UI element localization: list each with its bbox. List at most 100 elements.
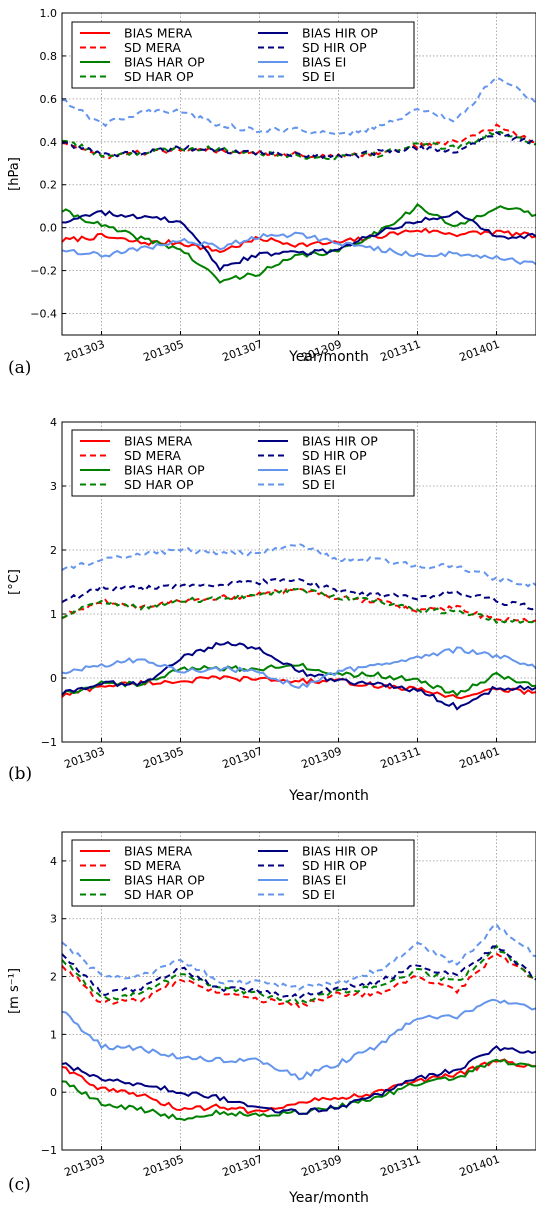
y-tick-label: −0.4 [30,308,57,321]
y-tick-label: 4 [50,855,57,868]
series-line-sd-ei [61,542,536,588]
legend-entry: BIAS MERA [124,26,193,41]
legend-entry: BIAS HAR OP [124,55,205,70]
series-line-sd-ei [61,76,536,136]
axes-frame [61,831,536,1151]
y-tick-label: 0.6 [40,93,58,106]
axes-frame [61,12,536,336]
y-tick-label: 0 [50,672,57,685]
x-tick-label: 201311 [379,745,423,772]
x-tick-label: 201307 [221,1153,265,1180]
y-tick-label: 0.0 [40,222,58,235]
y-tick-label: 0.4 [40,136,58,149]
legend-entry: BIAS HAR OP [124,873,205,888]
series-line-bias-mera [61,1058,536,1115]
x-tick-label: 201305 [142,745,186,772]
x-tick-label: 201311 [379,338,423,365]
chart-panel-3: 4 3 2 1 0 −1 201303 201305 201307 201309 201311 201… [7,831,536,1206]
legend-entry: BIAS EI [302,463,346,478]
series-line-sd-mera [61,123,536,160]
legend-entry: SD MERA [124,858,181,873]
series-line-bias-har-op [61,1058,536,1122]
series-line-bias-hir-op [61,209,536,272]
legend-entry: SD HAR OP [124,477,194,492]
series-line-sd-mera [61,586,536,624]
x-tick-label: 201305 [142,1153,186,1180]
chart-panel-2: 4 3 2 1 0 −1 201303 201305 201307 201309 201311 201… [7,416,536,804]
y-tick-label: 0.8 [40,50,58,63]
legend-entry: BIAS HIR OP [302,434,378,449]
series-line-bias-ei [61,231,536,266]
x-tick-label: 201303 [63,745,107,772]
x-tick-label: 201303 [63,338,107,365]
chart-panel-1: 1.0 0.8 0.6 0.4 0.2 0.0 −0.2 −0.4 201303 201305 20… [7,7,536,378]
series-line-sd-ei [61,922,536,991]
panel-label: (b) [8,764,32,784]
y-tick-label: 2 [50,971,57,984]
series-line-bias-hir-op [61,641,536,711]
series-line-bias-har-op [61,202,536,284]
legend-entry: SD HIR OP [302,448,367,463]
y-tick-label: −1 [41,736,57,749]
panel-label: (c) [8,1175,31,1195]
legend-entry: SD MERA [124,40,181,55]
series-line-bias-mera [61,675,536,700]
legend-entry: SD EI [302,477,335,492]
y-axis-label: [hPa] [7,157,22,191]
legend-frame [71,21,415,89]
legend-entry: BIAS HAR OP [124,463,205,478]
y-tick-label: −1 [41,1144,57,1157]
x-tick-label: 201307 [221,338,265,365]
x-axis-label: Year/month [288,788,369,804]
legend-entry: SD HAR OP [124,887,194,902]
x-tick-label: 201303 [63,1153,107,1180]
legend-entry: BIAS EI [302,55,346,70]
series-line-bias-ei [61,998,536,1081]
y-tick-label: 1 [50,608,57,621]
series-line-bias-ei [61,646,536,690]
legend-entry: SD EI [302,887,335,902]
y-tick-label: 4 [50,416,57,429]
y-axis-label: [°C] [7,569,22,595]
y-tick-label: 0.2 [40,179,58,192]
x-axis-label: Year/month [288,1190,369,1206]
x-tick-label: 201309 [300,745,344,772]
series-line-sd-har-op [61,130,536,161]
panel-label: (a) [8,358,31,378]
x-tick-label: 201309 [300,1153,344,1180]
legend-frame [71,429,415,497]
series-line-bias-hir-op [61,1044,536,1115]
x-tick-label: 201305 [142,338,186,365]
series-line-sd-har-op [61,587,536,624]
legend-entry: SD HIR OP [302,858,367,873]
legend-frame [71,839,415,907]
x-tick-label: 201401 [458,338,502,365]
x-tick-label: 201311 [379,1153,423,1180]
legend-entry: BIAS MERA [124,844,193,859]
legend-entry: BIAS EI [302,873,346,888]
legend-entry: SD EI [302,69,335,84]
y-tick-label: −0.2 [30,265,57,278]
series-line-sd-mera [61,952,536,1009]
y-tick-label: 2 [50,544,57,557]
series-line-bias-har-op [61,662,536,697]
legend-entry: BIAS MERA [124,434,193,449]
x-axis-label: Year/month [288,349,369,365]
y-tick-label: 0 [50,1086,57,1099]
x-tick-label: 201401 [458,1153,502,1180]
legend-entry: BIAS HIR OP [302,26,378,41]
series-line-sd-hir-op [61,945,536,1000]
x-tick-label: 201401 [458,745,502,772]
series-line-sd-hir-op [61,131,536,160]
legend-entry: SD HIR OP [302,40,367,55]
series-line-sd-har-op [61,944,536,1006]
legend-entry: BIAS HIR OP [302,844,378,859]
y-tick-label: 3 [50,913,57,926]
y-tick-label: 3 [50,480,57,493]
x-tick-label: 201307 [221,745,265,772]
series-line-bias-mera [61,227,536,254]
